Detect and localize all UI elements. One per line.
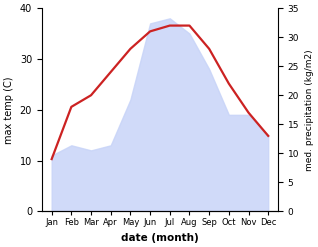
X-axis label: date (month): date (month) [121,233,199,243]
Y-axis label: med. precipitation (kg/m2): med. precipitation (kg/m2) [305,49,314,171]
Y-axis label: max temp (C): max temp (C) [4,76,14,144]
